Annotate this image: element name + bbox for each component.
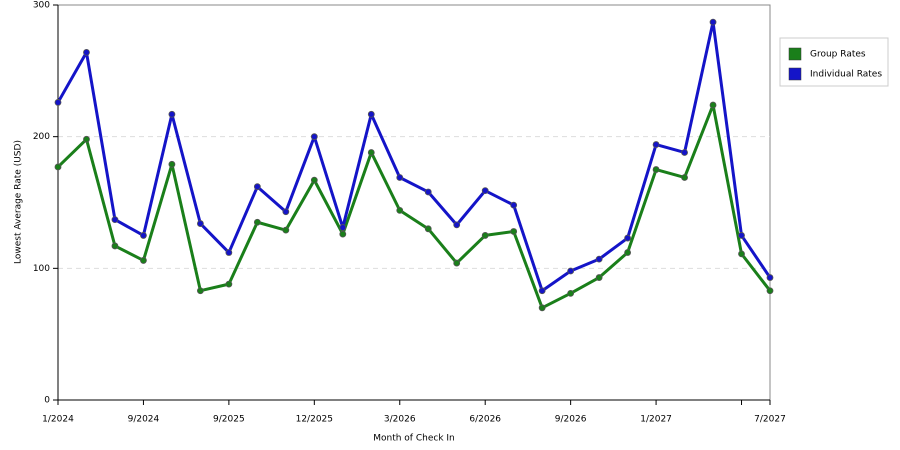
point [538, 287, 546, 295]
point [225, 280, 233, 288]
point [196, 287, 204, 295]
x-tick-label: 3/2026 [384, 415, 416, 425]
point [510, 201, 518, 209]
point [567, 289, 575, 297]
point [595, 274, 603, 281]
point [111, 242, 119, 250]
point [738, 232, 745, 239]
point [766, 287, 774, 295]
point [83, 49, 90, 56]
point [709, 18, 717, 26]
point [339, 230, 347, 238]
point [196, 220, 204, 227]
point [709, 101, 717, 109]
point [624, 234, 631, 242]
point [310, 176, 318, 184]
y-tick-label: 0 [44, 396, 50, 406]
point [510, 228, 518, 235]
x-tick-label: 7/2027 [754, 415, 786, 425]
point [681, 149, 688, 156]
point [481, 232, 489, 239]
point [396, 174, 404, 181]
point [310, 133, 318, 141]
series-line [56, 103, 772, 310]
point [738, 250, 745, 258]
x-tick-label: 9/2025 [213, 415, 245, 425]
point [424, 225, 432, 233]
legend-label: Individual Rates [810, 70, 882, 80]
x-tick-label: 1/2027 [640, 415, 672, 425]
point [282, 208, 290, 216]
point [140, 257, 147, 264]
point [367, 110, 375, 118]
point [253, 183, 261, 191]
point [282, 226, 290, 234]
y-tick-label: 200 [33, 132, 50, 142]
series-line [56, 20, 772, 293]
point [453, 259, 461, 267]
point [140, 232, 147, 239]
point [453, 221, 461, 229]
point [339, 224, 347, 231]
point [396, 206, 404, 214]
point [253, 218, 261, 226]
legend-label: Group Rates [810, 50, 866, 60]
point [766, 274, 774, 281]
point [538, 304, 546, 312]
point [681, 174, 688, 181]
point [652, 166, 660, 173]
x-tick-label: 9/2026 [555, 415, 587, 425]
x-tick-label: 1/2024 [42, 415, 74, 425]
point [367, 149, 375, 156]
point [595, 255, 603, 263]
x-axis-title: Month of Check In [373, 434, 455, 444]
point [54, 99, 62, 106]
x-tick-label: 6/2026 [469, 415, 501, 425]
point [168, 110, 176, 118]
point [111, 216, 119, 224]
point [83, 135, 90, 143]
plot-frame [57, 4, 771, 401]
point [652, 141, 660, 148]
point [54, 163, 62, 171]
y-tick-label: 300 [33, 1, 50, 11]
x-tick-label: 9/2024 [128, 415, 160, 425]
point [567, 267, 575, 275]
y-tick-label: 100 [33, 264, 50, 274]
y-axis-title: Lowest Average Rate (USD) [14, 140, 24, 264]
point [168, 160, 176, 168]
x-tick-label: 12/2025 [296, 415, 333, 425]
point [481, 187, 489, 195]
point [624, 249, 631, 256]
point [424, 188, 432, 196]
legend-swatch [788, 67, 802, 81]
point [225, 249, 233, 256]
legend-swatch [788, 47, 802, 61]
